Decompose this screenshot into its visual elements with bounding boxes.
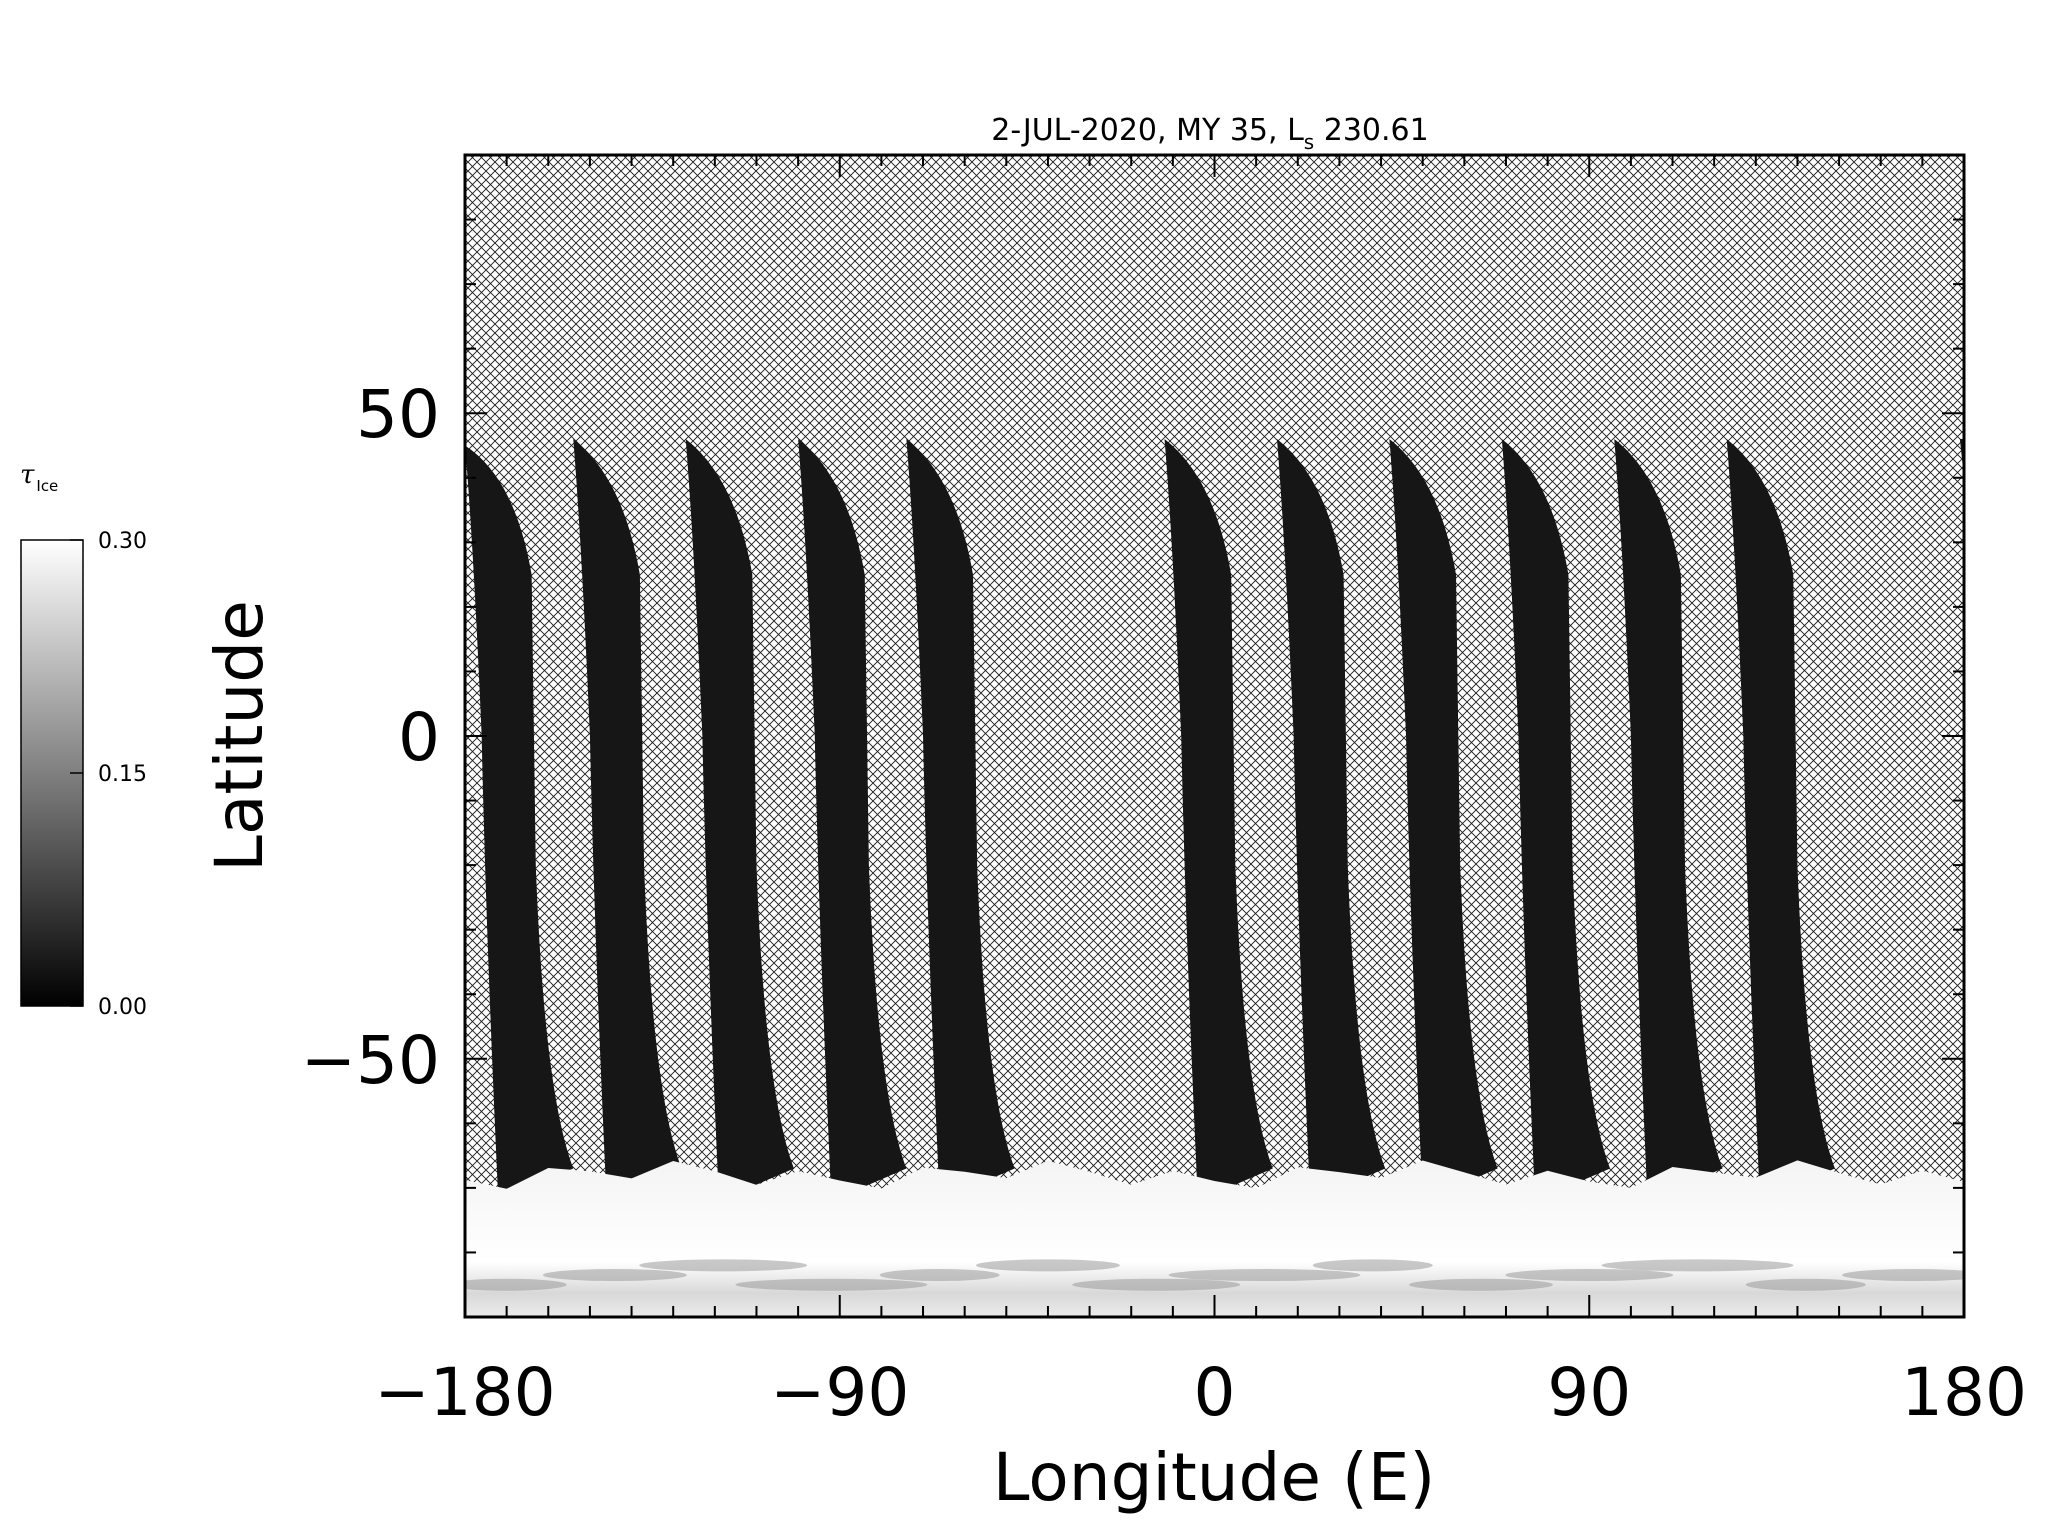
- swath-3: [685, 439, 794, 1201]
- colorbar-title-sub: Ice: [36, 477, 58, 495]
- x-tick-label: −180: [374, 1354, 555, 1431]
- swath-8: [1389, 439, 1498, 1201]
- y-tick-label: −50: [301, 1022, 440, 1099]
- x-axis-label: Longitude (E): [993, 1439, 1435, 1516]
- swath-5: [906, 439, 1015, 1201]
- x-tick-label: 0: [1194, 1354, 1236, 1431]
- swath-11: [1726, 439, 1835, 1201]
- cap-ripple: [1505, 1269, 1674, 1282]
- cap-ripple: [1408, 1278, 1553, 1291]
- swath-6: [1164, 439, 1273, 1201]
- x-tick-labels: −180 −90 0 90 180: [374, 1354, 2027, 1431]
- swath-9: [1501, 439, 1611, 1201]
- chart-title: 2-JUL-2020, MY 35, Ls 230.61: [991, 113, 1428, 154]
- x-tick-label: 180: [1901, 1354, 2027, 1431]
- plot-area: [465, 155, 1964, 1317]
- chart-title-main: 2-JUL-2020, MY 35, L: [991, 113, 1304, 148]
- chart-title-sub: s: [1304, 130, 1314, 154]
- south-cap: [465, 1160, 1964, 1317]
- y-tick-labels: −50 0 50: [301, 376, 440, 1099]
- swath-7: [1276, 439, 1386, 1201]
- cap-ripple: [639, 1259, 808, 1272]
- cap-ripple: [1312, 1259, 1433, 1272]
- cap-ripple: [975, 1259, 1120, 1272]
- cap-ripple: [1842, 1269, 1964, 1282]
- y-axis-label: Latitude: [201, 600, 278, 872]
- chart-title-value: 230.61: [1314, 113, 1429, 148]
- swath-1: [465, 445, 574, 1201]
- cap-ice: [465, 1160, 1964, 1317]
- swath-10: [1614, 439, 1723, 1201]
- cap-ripple: [1072, 1278, 1241, 1291]
- cap-ripple: [542, 1269, 687, 1282]
- colorbar-title-main: τ: [20, 460, 35, 490]
- cap-ripple: [1745, 1278, 1866, 1291]
- colorbar-title: τ Ice: [20, 460, 58, 495]
- x-tick-label: 90: [1547, 1354, 1631, 1431]
- cap-ripple: [465, 1278, 567, 1291]
- swath-4: [798, 439, 907, 1201]
- swath-2: [573, 439, 682, 1201]
- cap-ripple: [1601, 1259, 1794, 1272]
- colorbar-tick-label: 0.15: [98, 762, 147, 787]
- x-tick-label: −90: [770, 1354, 909, 1431]
- colorbar: τ Ice 0.00 0.15 0.30: [20, 460, 147, 1020]
- y-tick-label: 0: [398, 699, 440, 776]
- cap-ripple: [1168, 1269, 1361, 1282]
- cap-ripple: [879, 1269, 1000, 1282]
- colorbar-tick-label: 0.00: [98, 995, 147, 1020]
- colorbar-ticks: 0.00 0.15 0.30: [70, 529, 147, 1020]
- colorbar-tick-label: 0.30: [98, 529, 147, 554]
- axis-ticks: [464, 154, 1965, 1318]
- y-tick-label: 50: [356, 376, 440, 453]
- swaths: [465, 439, 1964, 1201]
- cap-ripple: [735, 1278, 928, 1291]
